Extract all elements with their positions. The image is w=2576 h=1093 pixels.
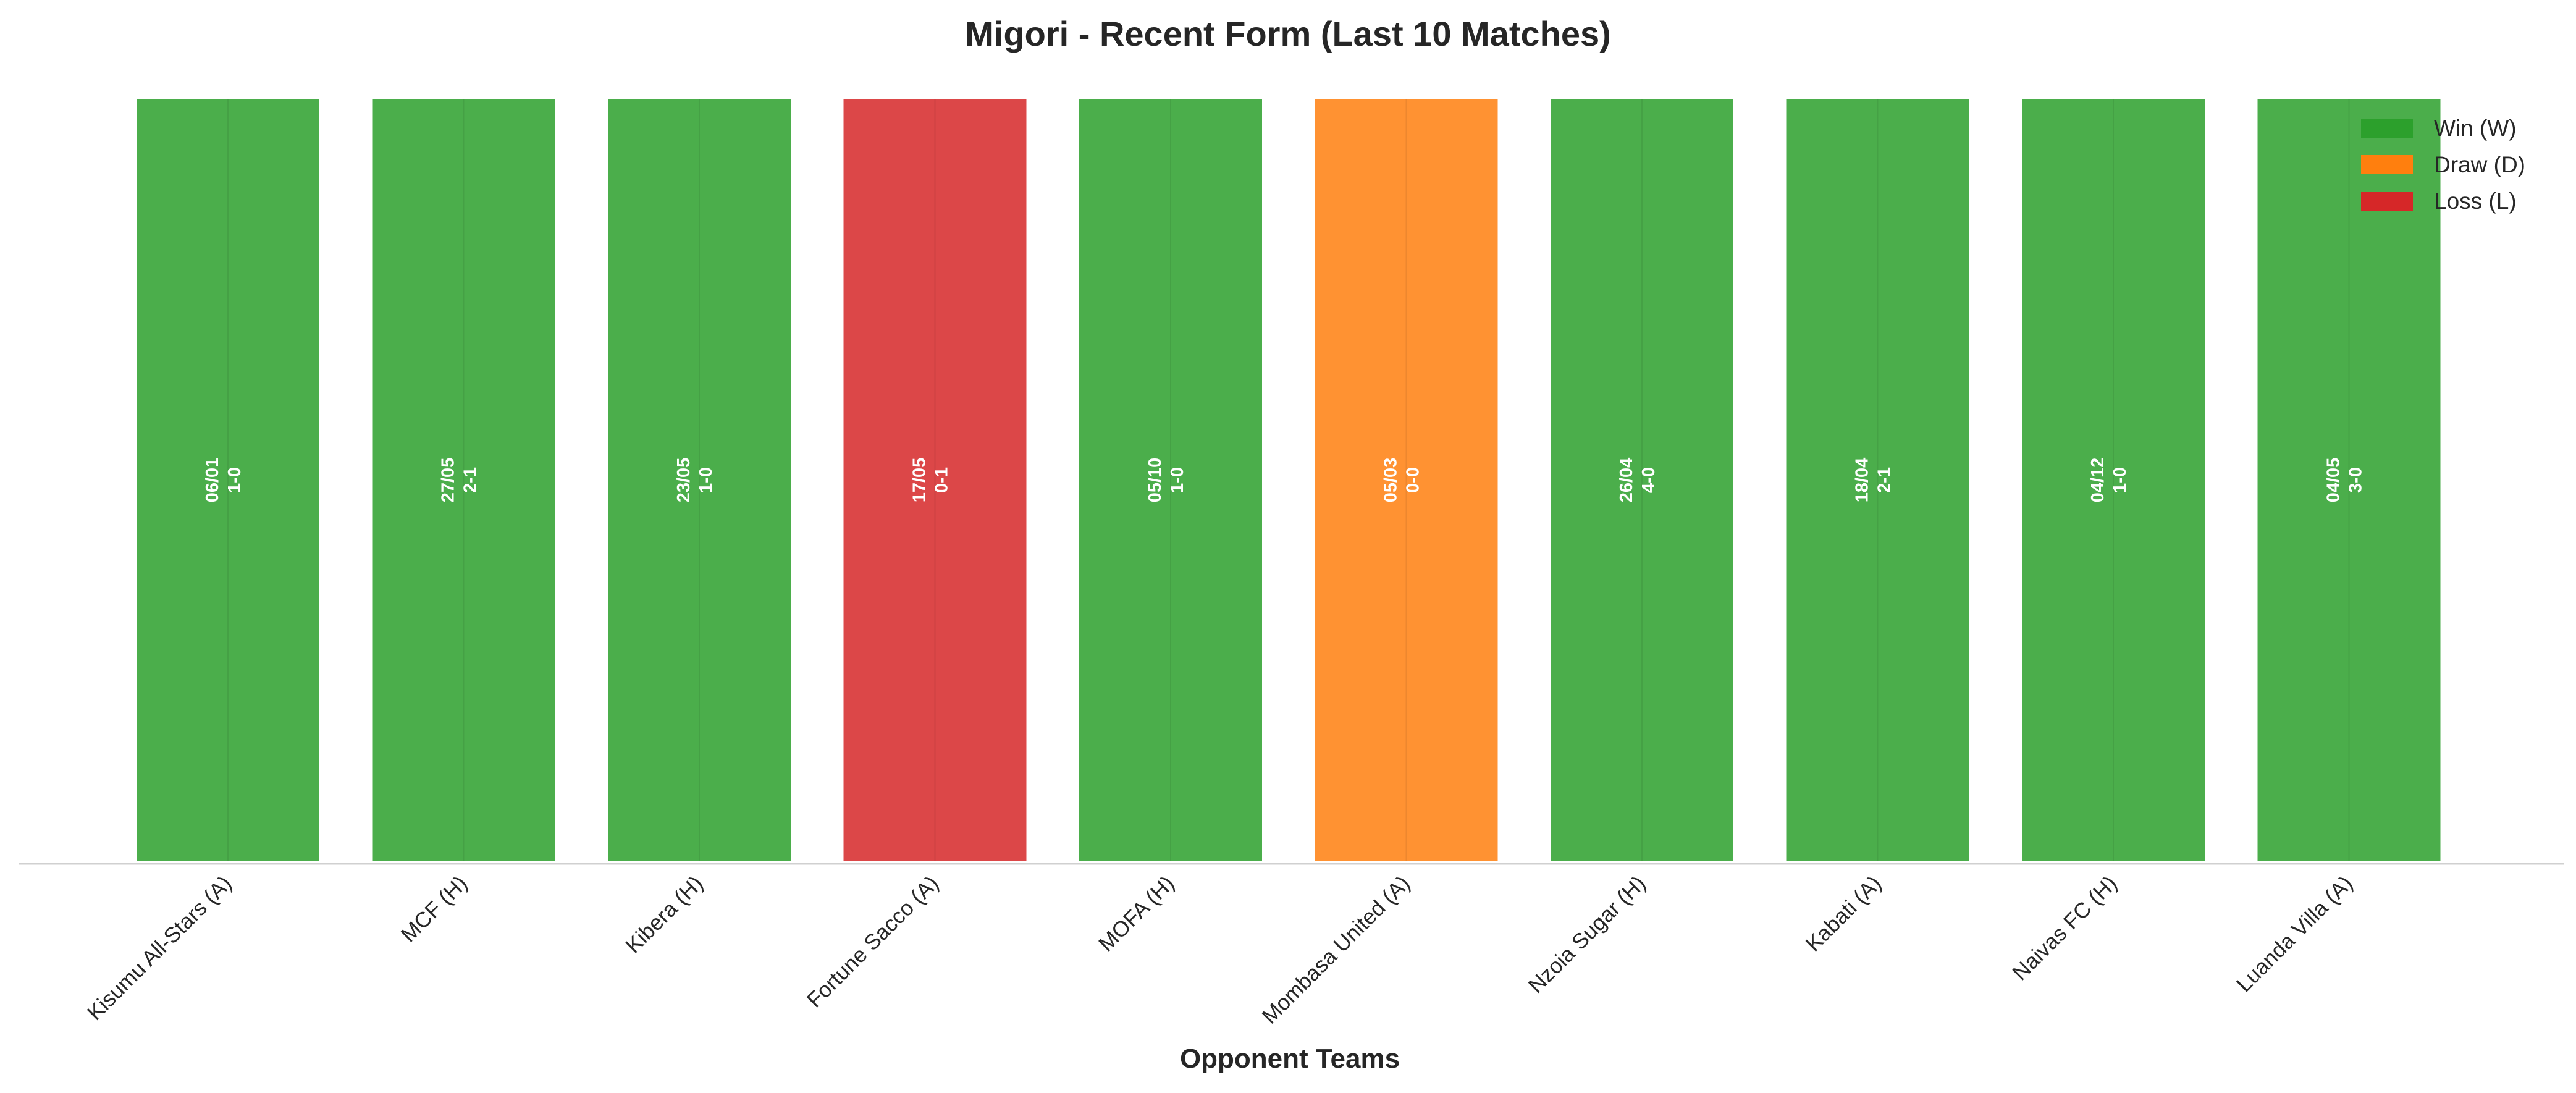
x-tick-label: Naivas FC (H) <box>2008 871 2121 985</box>
bar <box>2019 96 2207 864</box>
x-tick-label: MOFA (H) <box>1094 871 1179 956</box>
legend-label: Loss (L) <box>2434 188 2517 214</box>
x-axis-label: Opponent Teams <box>1180 1044 1400 1074</box>
x-tick-label: Kisumu All-Stars (A) <box>83 871 237 1025</box>
bar-score-label: 4-0 <box>1639 467 1659 493</box>
bar-date-label: 26/04 <box>1617 458 1636 503</box>
bar-score-label: 1-0 <box>225 467 245 493</box>
bar <box>134 96 322 864</box>
bar-score-label: 2-1 <box>461 467 481 493</box>
bar-score-label: 2-1 <box>1875 467 1895 493</box>
bar-date-label: 04/05 <box>2324 458 2344 503</box>
bar-date-label: 23/05 <box>674 458 694 503</box>
bar-score-label: 1-0 <box>696 467 716 493</box>
bar-date-label: 04/12 <box>2088 458 2108 503</box>
x-tick-label: MCF (H) <box>397 871 472 947</box>
legend-label: Win (W) <box>2434 116 2517 141</box>
bar-date-label: 06/01 <box>203 458 222 503</box>
bars-layer: 06/01 1-0 27/05 2-1 23/05 1-0 17/05 0-1 05/10 1-0… <box>134 96 2443 864</box>
bar-date-label: 18/04 <box>1853 458 1872 503</box>
bar-date-label: 05/03 <box>1381 458 1401 503</box>
x-tick-labels: Kisumu All-Stars (A) MCF (H) Kibera (H) For… <box>83 871 2357 1029</box>
legend-swatch <box>2361 192 2413 211</box>
bar-score-label: 1-0 <box>1168 467 1187 493</box>
x-tick-label: Kibera (H) <box>621 871 707 958</box>
bar-score-label: 3-0 <box>2346 467 2366 493</box>
legend-swatch <box>2361 155 2413 174</box>
legend-label: Draw (D) <box>2434 152 2525 177</box>
bar-score-label: 1-0 <box>2110 467 2130 493</box>
legend: Win (W) Draw (D) Loss (L) <box>2361 116 2525 214</box>
x-tick-label: Mombasa United (A) <box>1258 871 1415 1029</box>
bar-date-label: 17/05 <box>910 458 930 503</box>
x-tick-label: Kabati (A) <box>1801 871 1887 956</box>
bar <box>1077 96 1265 864</box>
bar-score-label: 0-1 <box>932 467 952 493</box>
bar-score-label: 0-0 <box>1404 467 1423 493</box>
bar-date-label: 27/05 <box>439 458 458 503</box>
bar <box>605 96 793 864</box>
x-tick-label: Luanda Villa (A) <box>2232 871 2357 997</box>
x-tick-label: Nzoia Sugar (H) <box>1524 871 1651 998</box>
bar-date-label: 05/10 <box>1145 458 1165 503</box>
bar <box>1312 96 1501 864</box>
x-tick-label: Fortune Sacco (A) <box>802 871 943 1012</box>
bar <box>1548 96 1736 864</box>
bar <box>841 96 1029 864</box>
legend-swatch <box>2361 119 2413 138</box>
bar <box>2255 96 2443 864</box>
bar <box>1783 96 1972 864</box>
bar <box>369 96 558 864</box>
chart-title: Migori - Recent Form (Last 10 Matches) <box>965 14 1611 53</box>
